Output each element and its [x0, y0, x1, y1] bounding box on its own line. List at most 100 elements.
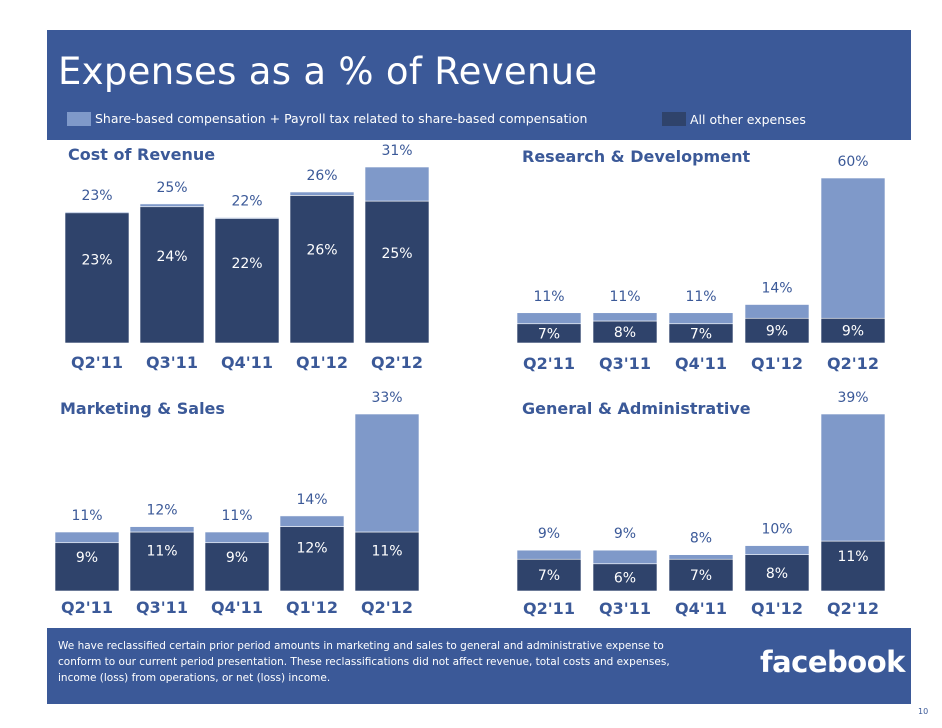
bar-share-marketing-sales-3: [279, 515, 345, 527]
bar-share-cost-of-revenue-4: [364, 166, 430, 202]
bar-other-cost-of-revenue-3: [289, 195, 355, 344]
data-label-total-marketing-sales-2: 11%: [221, 508, 252, 524]
bar-share-research-development-3: [744, 304, 810, 319]
bar-share-general-administrative-3: [744, 545, 810, 555]
category-label-research-development-4: Q2'12: [827, 354, 879, 373]
data-label-other-research-development-1: 8%: [614, 325, 636, 341]
category-label-general-administrative-0: Q2'11: [523, 599, 575, 618]
legend-label-share-based: Share-based compensation + Payroll tax r…: [95, 111, 588, 126]
bar-other-cost-of-revenue-0: [64, 212, 130, 344]
bar-other-marketing-sales-0: [54, 542, 120, 592]
category-label-general-administrative-1: Q3'11: [599, 599, 651, 618]
legend-swatch-other: [662, 112, 686, 126]
category-label-general-administrative-3: Q1'12: [751, 599, 803, 618]
bar-share-general-administrative-1: [592, 549, 658, 565]
legend-label-other: All other expenses: [690, 112, 806, 127]
category-label-research-development-0: Q2'11: [523, 354, 575, 373]
bar-other-research-development-4: [820, 317, 886, 344]
data-label-other-general-administrative-4: 11%: [837, 549, 868, 565]
data-label-other-marketing-sales-4: 11%: [371, 544, 402, 560]
category-label-research-development-3: Q1'12: [751, 354, 803, 373]
data-label-other-research-development-3: 9%: [766, 324, 788, 340]
chart-title-cost-of-revenue: Cost of Revenue: [68, 145, 215, 164]
data-label-total-cost-of-revenue-2: 22%: [231, 194, 262, 210]
category-label-general-administrative-2: Q4'11: [675, 599, 727, 618]
category-label-marketing-sales-1: Q3'11: [136, 598, 188, 617]
data-label-total-general-administrative-4: 39%: [837, 390, 868, 406]
page-number: 10: [918, 707, 929, 716]
data-label-other-general-administrative-3: 8%: [766, 566, 788, 582]
data-label-other-cost-of-revenue-2: 22%: [231, 256, 262, 272]
data-label-total-cost-of-revenue-0: 23%: [81, 188, 112, 204]
bar-other-general-administrative-2: [668, 558, 734, 592]
data-label-total-research-development-0: 11%: [533, 289, 564, 305]
bar-other-cost-of-revenue-2: [214, 217, 280, 344]
data-label-total-general-administrative-0: 9%: [538, 526, 560, 542]
footnote: We have reclassified certain prior perio…: [58, 640, 670, 684]
data-label-other-general-administrative-1: 6%: [614, 570, 636, 586]
category-label-general-administrative-4: Q2'12: [827, 599, 879, 618]
bar-share-research-development-1: [592, 312, 658, 322]
data-label-other-marketing-sales-3: 12%: [296, 540, 327, 556]
data-label-total-cost-of-revenue-1: 25%: [156, 180, 187, 196]
footer-band: [47, 628, 911, 704]
header-band: [47, 30, 911, 140]
data-label-other-research-development-4: 9%: [842, 324, 864, 340]
bar-other-marketing-sales-2: [204, 542, 270, 592]
data-label-other-cost-of-revenue-4: 25%: [381, 246, 412, 262]
category-label-cost-of-revenue-4: Q2'12: [371, 353, 423, 372]
category-label-cost-of-revenue-2: Q4'11: [221, 353, 273, 372]
bar-other-general-administrative-0: [516, 558, 582, 592]
category-label-marketing-sales-2: Q4'11: [211, 598, 263, 617]
data-label-other-cost-of-revenue-1: 24%: [156, 249, 187, 265]
data-label-total-marketing-sales-3: 14%: [296, 492, 327, 508]
bar-share-research-development-4: [820, 177, 886, 319]
bar-other-marketing-sales-3: [279, 526, 345, 592]
data-label-total-general-administrative-2: 8%: [690, 531, 712, 547]
category-label-cost-of-revenue-0: Q2'11: [71, 353, 123, 372]
bar-share-marketing-sales-2: [204, 531, 270, 544]
data-label-total-general-administrative-3: 10%: [761, 522, 792, 538]
data-label-other-general-administrative-2: 7%: [690, 568, 712, 584]
data-label-other-research-development-2: 7%: [690, 326, 712, 342]
data-label-other-marketing-sales-0: 9%: [76, 550, 98, 566]
data-label-other-marketing-sales-1: 11%: [146, 544, 177, 560]
facebook-logo: facebook: [760, 645, 905, 679]
bar-share-marketing-sales-4: [354, 413, 420, 533]
data-label-total-cost-of-revenue-3: 26%: [306, 168, 337, 184]
bar-other-research-development-3: [744, 317, 810, 344]
bar-other-marketing-sales-1: [129, 531, 195, 592]
data-label-total-research-development-3: 14%: [761, 281, 792, 297]
data-label-total-marketing-sales-4: 33%: [371, 390, 402, 406]
category-label-cost-of-revenue-3: Q1'12: [296, 353, 348, 372]
data-label-total-research-development-2: 11%: [685, 289, 716, 305]
bar-share-general-administrative-2: [668, 554, 734, 560]
bar-share-general-administrative-4: [820, 413, 886, 542]
bar-share-research-development-0: [516, 312, 582, 325]
chart-title-marketing-sales: Marketing & Sales: [60, 399, 225, 418]
slide-title: Expenses as a % of Revenue: [58, 50, 598, 93]
bar-share-general-administrative-0: [516, 549, 582, 560]
bar-share-cost-of-revenue-2: [214, 217, 280, 219]
category-label-cost-of-revenue-1: Q3'11: [146, 353, 198, 372]
data-label-total-research-development-1: 11%: [609, 289, 640, 305]
data-label-total-marketing-sales-1: 12%: [146, 503, 177, 519]
bar-share-cost-of-revenue-3: [289, 191, 355, 196]
data-label-total-marketing-sales-0: 11%: [71, 508, 102, 524]
chart-title-research-development: Research & Development: [522, 147, 750, 166]
data-label-total-cost-of-revenue-4: 31%: [381, 143, 412, 159]
bar-other-cost-of-revenue-1: [139, 206, 205, 344]
data-label-other-cost-of-revenue-3: 26%: [306, 242, 337, 258]
bar-share-marketing-sales-0: [54, 531, 120, 544]
bar-other-general-administrative-1: [592, 563, 658, 592]
bar-other-cost-of-revenue-4: [364, 200, 430, 344]
category-label-marketing-sales-4: Q2'12: [361, 598, 413, 617]
bar-share-research-development-2: [668, 312, 734, 325]
bar-share-marketing-sales-1: [129, 526, 195, 533]
legend-swatch-share-based: [67, 112, 91, 126]
category-label-research-development-2: Q4'11: [675, 354, 727, 373]
category-label-marketing-sales-0: Q2'11: [61, 598, 113, 617]
data-label-other-marketing-sales-2: 9%: [226, 550, 248, 566]
